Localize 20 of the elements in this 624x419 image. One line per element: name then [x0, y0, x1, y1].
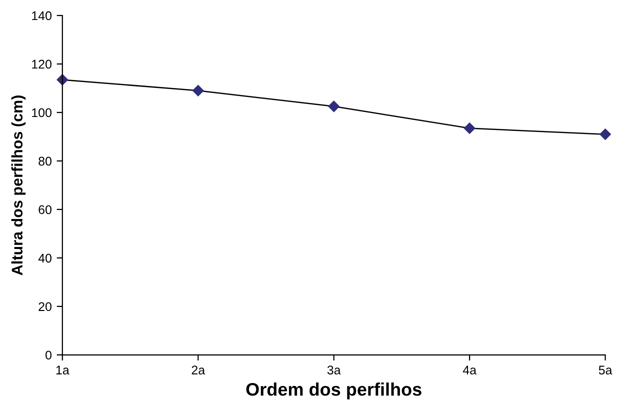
y-tick-label: 40 — [38, 254, 52, 263]
x-axis-title: Ordem dos perfilhos — [246, 382, 422, 400]
y-tick-label: 60 — [38, 205, 52, 214]
point — [464, 122, 476, 134]
y-tick-label: 0 — [46, 350, 52, 360]
point — [56, 74, 68, 86]
x-tick-label: 1a — [56, 366, 70, 374]
point — [600, 128, 611, 140]
point — [328, 100, 340, 112]
y-tick-label: 120 — [32, 60, 52, 69]
x-tick-label: 4a — [462, 366, 477, 374]
point — [192, 85, 204, 96]
y-tick-label: 20 — [38, 302, 52, 312]
x-tick-label: 2a — [192, 366, 206, 374]
y-axis-title: Altura dos perfilhos (cm) — [11, 96, 26, 276]
y-tick-label: 140 — [32, 11, 52, 20]
y-tick-label: 100 — [32, 108, 52, 118]
x-tick-label: 5a — [598, 366, 612, 374]
y-tick-label: 80 — [38, 156, 52, 166]
x-tick-label: 3a — [327, 366, 341, 374]
